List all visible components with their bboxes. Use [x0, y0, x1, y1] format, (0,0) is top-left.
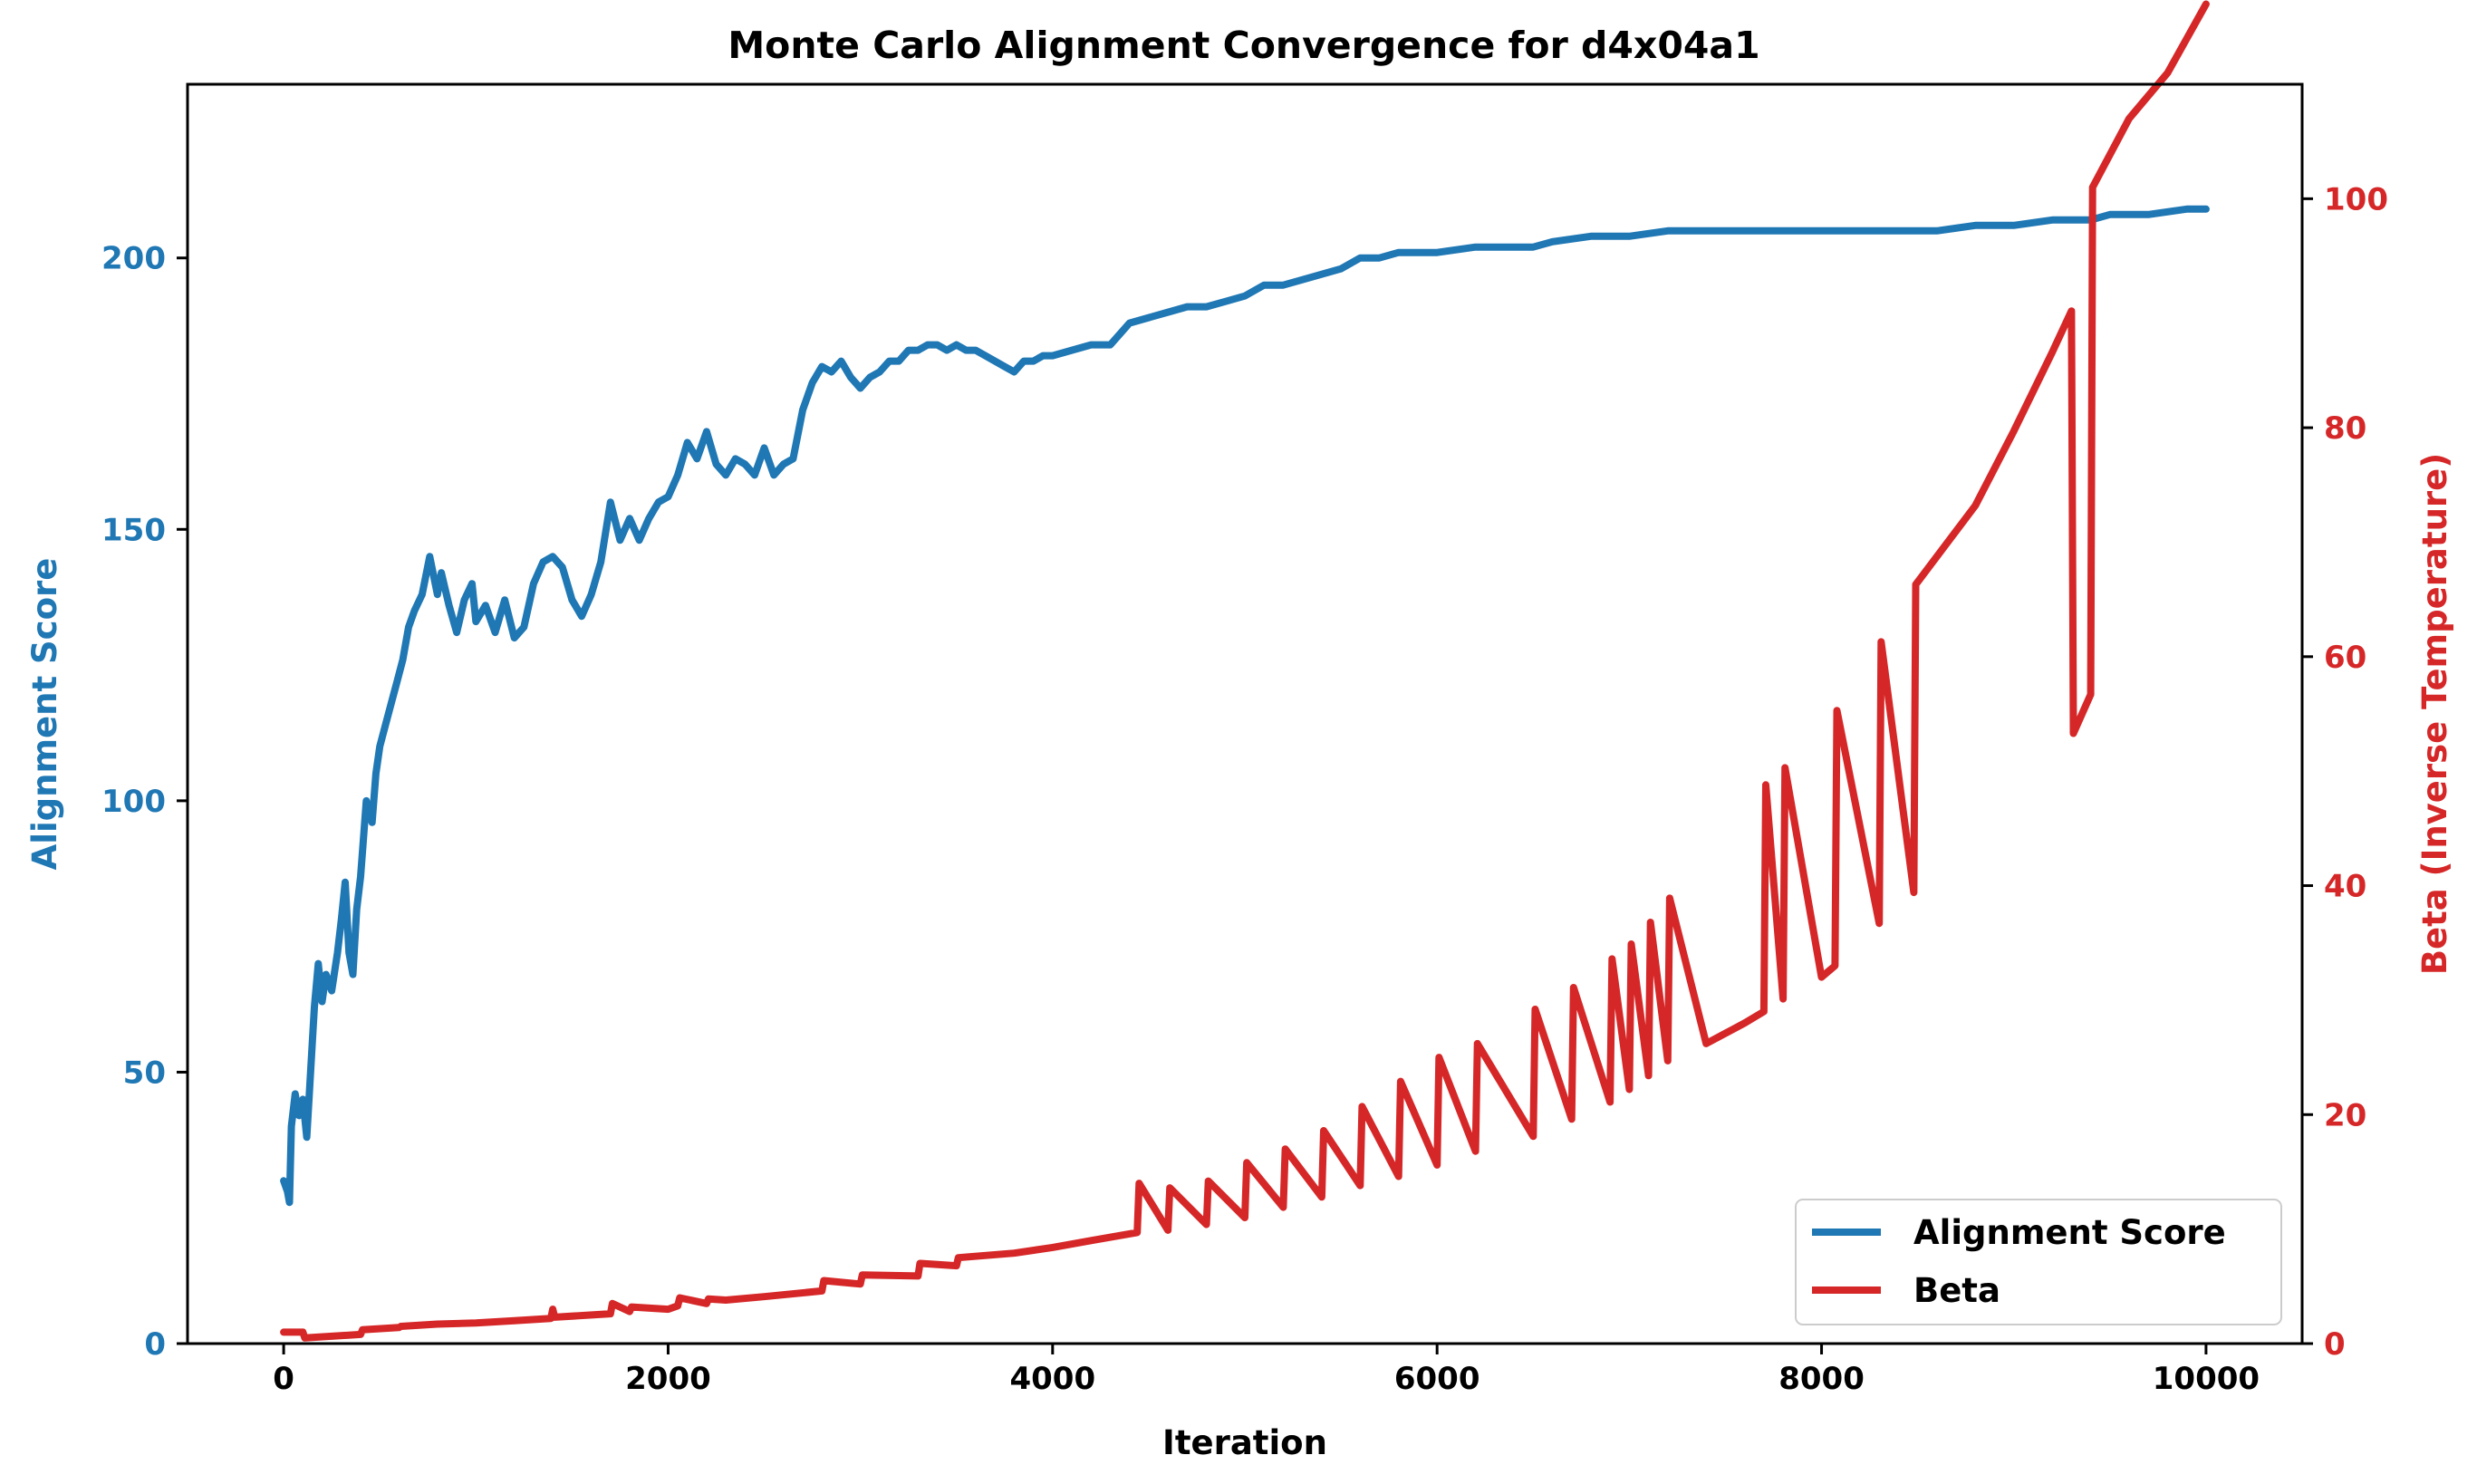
x-tick-label: 6000: [1394, 1361, 1480, 1397]
y-right-tick-label: 40: [2324, 869, 2366, 905]
x-tick-label: 2000: [625, 1361, 711, 1397]
y-right-tick-label: 0: [2324, 1326, 2346, 1363]
y-right-tick-label: 80: [2324, 410, 2366, 447]
y-axis-right-label: Beta (Inverse Temperature): [2415, 453, 2454, 975]
y-axis-left-ticks: 0 50 100 150 200: [101, 241, 188, 1363]
y-right-tick-label: 20: [2324, 1097, 2366, 1133]
plot-lines: [280, 0, 2210, 1342]
series-line-beta: [280, 0, 2210, 1342]
y-axis-right-ticks: 0 20 40 60 80 100: [2302, 181, 2388, 1363]
y-left-tick-label: 0: [144, 1326, 166, 1363]
legend-label-alignment-score: Alignment Score: [1913, 1213, 2226, 1252]
plot-frame: [186, 82, 2304, 1345]
series-line-alignment-score: [280, 205, 2210, 1207]
x-tick-label: 10000: [2153, 1361, 2260, 1397]
x-tick-label: 8000: [1778, 1361, 1865, 1397]
y-axis-left-label: Alignment Score: [25, 558, 64, 871]
legend-box: [1795, 1199, 2282, 1325]
x-axis-label: Iteration: [1162, 1423, 1327, 1462]
x-axis-ticks: 0 2000 4000 6000 8000 10000: [273, 1344, 2260, 1397]
y-left-tick-label: 50: [123, 1055, 166, 1091]
x-tick-label: 0: [273, 1361, 294, 1397]
chart-title: Monte Carlo Alignment Convergence for d4…: [728, 24, 1759, 67]
y-left-tick-label: 100: [101, 784, 166, 820]
y-right-tick-label: 60: [2324, 640, 2366, 676]
y-left-tick-label: 200: [101, 241, 166, 277]
y-left-tick-label: 150: [101, 512, 166, 548]
x-tick-label: 4000: [1009, 1361, 1095, 1397]
legend: Alignment Score Beta: [1795, 1199, 2282, 1325]
y-right-tick-label: 100: [2324, 181, 2388, 217]
legend-label-beta: Beta: [1913, 1271, 2000, 1310]
